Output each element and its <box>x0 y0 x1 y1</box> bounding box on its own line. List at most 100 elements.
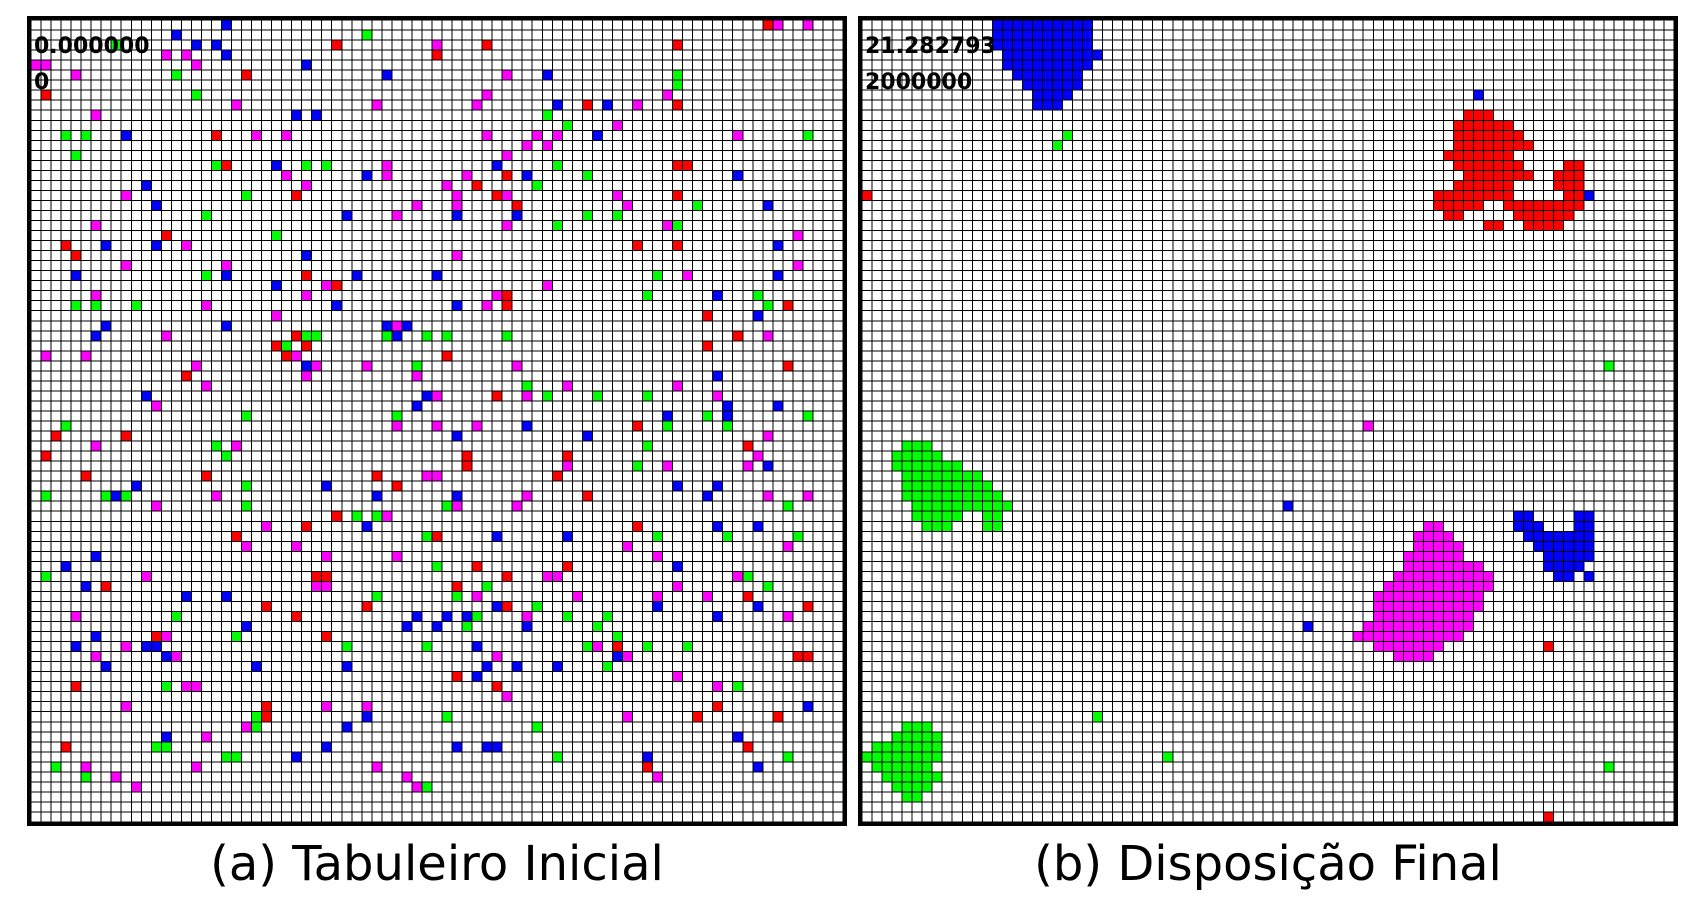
blue-cluster-cell <box>1563 541 1575 552</box>
blue-cluster-cell <box>1082 30 1093 41</box>
magenta-cell <box>702 591 713 602</box>
magenta-cluster-cell <box>1383 641 1394 652</box>
green-cell <box>762 581 774 592</box>
magenta-cell <box>191 681 202 692</box>
green-cluster-cell <box>902 491 913 502</box>
blue-cluster-cell <box>1052 40 1063 51</box>
blue-cluster-cell <box>1032 80 1043 91</box>
magenta-cell <box>462 170 473 181</box>
blue-cluster-cell <box>1082 40 1093 51</box>
magenta-cell <box>782 541 794 552</box>
magenta-cell <box>562 461 573 472</box>
magenta-cluster-cell <box>1423 621 1434 632</box>
magenta-cell <box>201 300 212 312</box>
magenta-cell <box>161 330 172 342</box>
green-cluster-cell <box>932 521 943 532</box>
green-cell <box>502 330 513 342</box>
green-cluster-cell <box>902 761 913 773</box>
green-cluster-cell <box>882 771 893 783</box>
magenta-cell <box>452 501 463 512</box>
magenta-cluster-cell <box>1433 601 1444 612</box>
blue-cell <box>492 160 503 171</box>
green-cell <box>41 491 52 502</box>
green-cell <box>281 340 292 352</box>
blue-cell <box>141 390 152 402</box>
blue-cell <box>241 621 252 632</box>
blue-cell <box>752 521 764 532</box>
magenta-cell <box>672 671 683 682</box>
magenta-cell <box>752 451 764 462</box>
red-cluster-cell <box>1513 130 1524 141</box>
red-cluster-cell <box>1453 180 1464 191</box>
magenta-cluster-cell <box>1393 641 1404 652</box>
magenta-cell <box>502 150 513 161</box>
blue-cell <box>431 621 443 632</box>
red-cell <box>692 711 703 723</box>
red-cluster-cell <box>1523 170 1534 181</box>
green-cell <box>201 270 212 281</box>
green-cluster-cell <box>882 751 893 763</box>
green-cluster-cell <box>912 721 923 733</box>
blue-cell <box>562 531 573 542</box>
green-cluster-cell <box>892 761 903 773</box>
green-cell <box>782 501 794 512</box>
green-cluster-cell <box>922 731 933 743</box>
magenta-cluster-cell <box>1423 651 1434 662</box>
green-cell <box>71 300 82 312</box>
red-cell <box>582 100 593 111</box>
blue-cell <box>522 170 533 181</box>
red-cluster-cell <box>1503 200 1514 211</box>
red-cluster-cell <box>1513 170 1524 181</box>
green-cluster-cell <box>932 451 943 462</box>
blue-cluster-cell <box>1052 20 1063 31</box>
blue-cluster-cell <box>1042 70 1053 81</box>
green-cell <box>91 300 102 312</box>
magenta-cluster-cell <box>1453 611 1464 622</box>
magenta-cluster-cell <box>1443 541 1454 552</box>
red-cluster-cell <box>1473 130 1484 141</box>
magenta-cell <box>361 701 373 713</box>
magenta-cell <box>522 491 533 502</box>
red-cluster-cell <box>1533 220 1544 231</box>
magenta-cluster-cell <box>1443 631 1454 642</box>
magenta-cell <box>211 491 222 502</box>
blue-cell <box>401 621 413 632</box>
magenta-cluster-cell <box>1433 631 1444 642</box>
magenta-cell <box>522 140 533 151</box>
magenta-cluster-cell <box>1483 581 1494 592</box>
blue-cluster-cell <box>1543 531 1554 542</box>
green-cell <box>742 571 754 582</box>
magenta-cluster-cell <box>1393 571 1404 582</box>
magenta-cell <box>371 100 383 111</box>
magenta-cluster-cell <box>1403 651 1414 662</box>
red-cell <box>702 310 713 322</box>
green-cluster-cell <box>862 751 873 763</box>
green-cluster-cell <box>912 481 923 492</box>
red-cluster-cell <box>1453 190 1464 201</box>
green-cluster-cell <box>912 491 923 502</box>
red-cluster-cell <box>1463 120 1474 131</box>
magenta-cell <box>231 100 242 111</box>
magenta-cell <box>121 260 132 271</box>
green-cluster-cell <box>872 741 883 753</box>
magenta-cluster-cell <box>1453 561 1464 572</box>
magenta-cluster-cell <box>1403 581 1414 592</box>
red-cell <box>732 330 744 342</box>
magenta-cluster-cell <box>1413 621 1424 632</box>
red-cell <box>552 471 563 482</box>
red-cluster-cell <box>1493 170 1504 181</box>
red-cell <box>482 40 493 51</box>
blue-cluster-cell <box>1573 531 1585 542</box>
magenta-cell <box>191 360 202 372</box>
magenta-cluster-cell <box>1463 581 1474 592</box>
red-cluster-cell <box>1453 160 1464 171</box>
magenta-cluster-cell <box>1423 581 1434 592</box>
magenta-cluster-cell <box>1393 651 1404 662</box>
blue-cell <box>672 481 683 492</box>
red-cell <box>211 130 222 141</box>
red-cluster-cell <box>1543 220 1554 231</box>
red-cell <box>391 481 403 492</box>
red-cell <box>301 521 312 532</box>
magenta-cell <box>91 220 102 231</box>
green-cluster-cell <box>892 461 903 472</box>
